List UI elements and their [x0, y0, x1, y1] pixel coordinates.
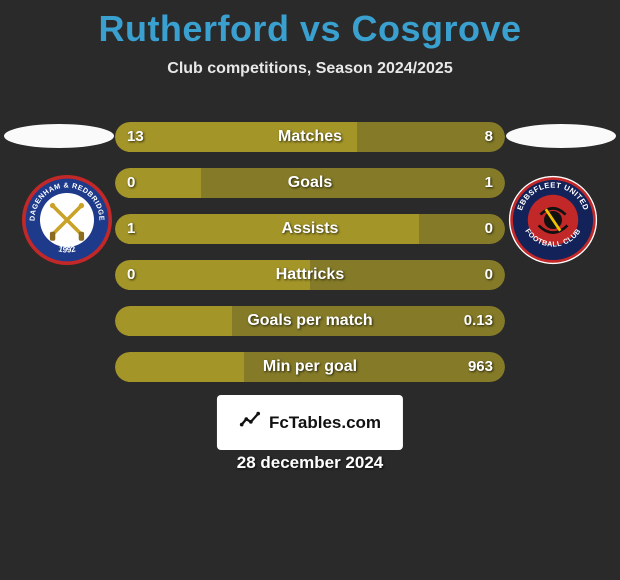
snapshot-date: 28 december 2024	[0, 453, 620, 473]
stat-value-left: 0	[127, 260, 135, 290]
stat-label: Matches	[115, 122, 505, 152]
stat-label: Goals	[115, 168, 505, 198]
page-subtitle: Club competitions, Season 2024/2025	[0, 60, 620, 78]
page-title: Rutherford vs Cosgrove	[0, 0, 620, 50]
stat-value-right: 8	[485, 122, 493, 152]
chart-icon	[239, 409, 261, 436]
svg-text:1992: 1992	[58, 244, 77, 254]
stat-row: Goals per match0.13	[115, 306, 505, 336]
player-avatar-right	[506, 124, 616, 148]
stat-row: Min per goal963	[115, 352, 505, 382]
stat-value-right: 0	[485, 214, 493, 244]
stat-row: Hattricks0 0	[115, 260, 505, 290]
stat-label: Min per goal	[115, 352, 505, 382]
stat-value-right: 0.13	[464, 306, 493, 336]
source-text: FcTables.com	[269, 413, 381, 433]
club-crest-right: EBBSFLEET UNITED FOOTBALL CLUB	[508, 175, 598, 265]
club-crest-left: DAGENHAM & REDBRIDGE 1992	[22, 175, 112, 265]
crest-left-bottom-text: 1992	[58, 244, 77, 254]
stat-row: Assists1 0	[115, 214, 505, 244]
stat-label: Hattricks	[115, 260, 505, 290]
player-avatar-left	[4, 124, 114, 148]
stat-row: Goals0 1	[115, 168, 505, 198]
stat-value-right: 963	[468, 352, 493, 382]
stat-row: Matches13 8	[115, 122, 505, 152]
stat-value-right: 0	[485, 260, 493, 290]
stat-value-left: 13	[127, 122, 144, 152]
comparison-bars: Matches138Goals01Assists10Hattricks00Goa…	[115, 122, 505, 398]
stat-label: Goals per match	[115, 306, 505, 336]
stat-value-left: 1	[127, 214, 135, 244]
stat-label: Assists	[115, 214, 505, 244]
source-toast: FcTables.com	[217, 395, 403, 450]
stat-value-right: 1	[485, 168, 493, 198]
stat-value-left: 0	[127, 168, 135, 198]
